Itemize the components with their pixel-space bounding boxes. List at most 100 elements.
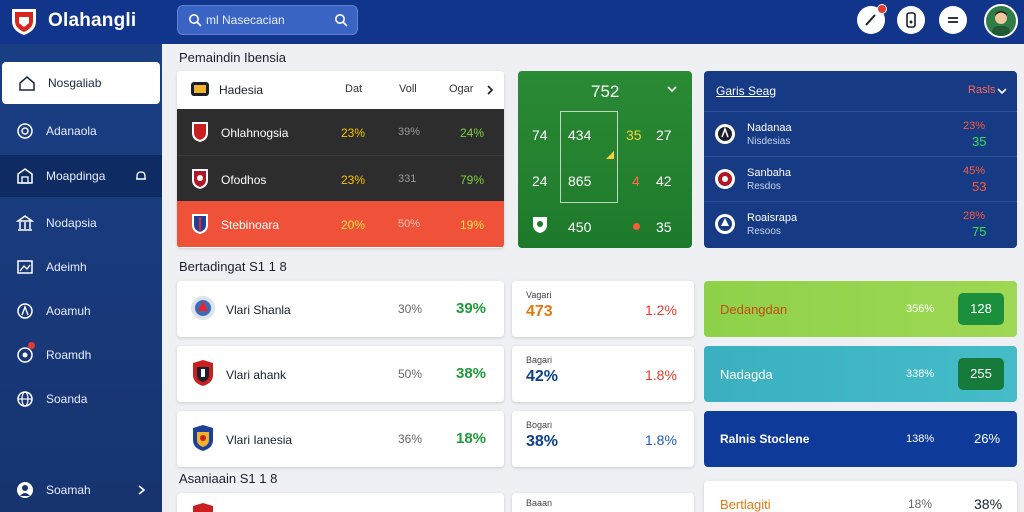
mini-value: 473 bbox=[526, 303, 553, 320]
match-p2: 18% bbox=[456, 430, 487, 447]
sidebar-item-4[interactable]: Nodapsia bbox=[0, 202, 162, 244]
stat-a: 23% bbox=[341, 126, 366, 140]
result-row[interactable]: Roaisrapa Resoos 28% 75 bbox=[704, 201, 1017, 246]
sidebar-item-2[interactable]: Adanaola bbox=[0, 110, 162, 152]
table-row[interactable]: Ohlahnogsia 23% 39% 24% bbox=[177, 109, 504, 155]
target-icon bbox=[17, 123, 33, 139]
band-value: 26% bbox=[974, 431, 1001, 446]
sidebar-item-label: Roamdh bbox=[46, 348, 92, 362]
match-band[interactable]: Nadagda 338% 255 bbox=[704, 346, 1017, 402]
phone-icon bbox=[906, 12, 916, 28]
edit-button[interactable] bbox=[857, 4, 887, 34]
sidebar-item-3[interactable]: Moapdinga bbox=[0, 155, 162, 197]
match-card[interactable]: Vlari Ianesia 36% 18% bbox=[177, 411, 504, 467]
matches-section2-title: Asaniaain S1 1 8 bbox=[179, 471, 278, 486]
result-row[interactable]: Sanbaha Resdos 45% 53 bbox=[704, 156, 1017, 201]
band-pct: 338% bbox=[906, 368, 935, 380]
match-card[interactable]: Vlari ahank 50% 38% bbox=[177, 346, 504, 402]
sidebar-item-9[interactable]: Soamah bbox=[0, 469, 162, 511]
bell-icon bbox=[136, 171, 146, 180]
chevron-right-icon[interactable] bbox=[485, 84, 495, 96]
team-crest-icon bbox=[192, 214, 208, 234]
pitch-stats-card: 752 74 434 35 27 24 865 4 42 450 35 bbox=[518, 71, 692, 248]
result-s2: 35 bbox=[972, 134, 987, 149]
header-col3[interactable]: Ogar bbox=[449, 83, 474, 95]
band-pct: 356% bbox=[906, 303, 935, 315]
result-sub: Resdos bbox=[747, 181, 781, 192]
match-card[interactable] bbox=[177, 493, 504, 512]
header-col1[interactable]: Dat bbox=[345, 83, 363, 95]
home-icon bbox=[19, 76, 35, 91]
result-row[interactable]: Nadanaa Nisdesias 23% 35 bbox=[704, 111, 1017, 156]
sidebar-item-7[interactable]: Roamdh bbox=[0, 334, 162, 376]
pitch-cell: 24 bbox=[532, 173, 548, 189]
team-name: Ohlahnogsia bbox=[221, 126, 289, 140]
results-title[interactable]: Garis Seag bbox=[716, 84, 777, 98]
device-button[interactable] bbox=[897, 6, 925, 34]
sidebar-item-8[interactable]: Soanda bbox=[0, 378, 162, 420]
chevron-down-icon[interactable] bbox=[996, 86, 1008, 96]
team-crest-icon bbox=[715, 169, 735, 189]
chevron-down-icon[interactable] bbox=[666, 84, 678, 94]
sidebar-item-label: Aoamuh bbox=[46, 304, 91, 318]
match-card[interactable]: Vlari Shanla 30% 39% bbox=[177, 281, 504, 337]
pitch-cell: 4 bbox=[632, 173, 640, 189]
search-icon bbox=[189, 14, 202, 27]
sidebar-item-label: Soamah bbox=[46, 483, 91, 497]
pitch-cell: 450 bbox=[568, 219, 592, 235]
marker-icon bbox=[606, 151, 614, 159]
pitch-cell: 42 bbox=[656, 173, 672, 189]
results-panel: Garis Seag Rasls Nadanaa Nisdesias 23% 3… bbox=[704, 71, 1017, 248]
match-band[interactable]: Dedangdan 356% 128 bbox=[704, 281, 1017, 337]
match-mini-card[interactable]: Baaan bbox=[512, 493, 694, 512]
match-mini-card[interactable]: Vagari 473 1.2% bbox=[512, 281, 694, 337]
app-title: Olahangli bbox=[48, 10, 137, 31]
menu-button[interactable] bbox=[939, 6, 967, 34]
stat-c: 19% bbox=[460, 218, 485, 232]
pitch-cell: 434 bbox=[568, 127, 592, 143]
search-submit-icon[interactable] bbox=[334, 13, 348, 27]
result-sub: Nisdesias bbox=[747, 136, 791, 147]
sidebar-item-label: Soanda bbox=[46, 392, 88, 406]
match-band[interactable]: Bertlagiti 18% 38% bbox=[704, 481, 1017, 512]
team-name: Ofodhos bbox=[221, 173, 267, 187]
match-team: Vlari Ianesia bbox=[226, 433, 293, 447]
sidebar-item-5[interactable]: Adeimh bbox=[0, 246, 162, 288]
standings-section-title: Pemaindin Ibensia bbox=[179, 50, 286, 65]
result-team: Sanbaha bbox=[747, 167, 792, 179]
stat-a: 20% bbox=[341, 218, 366, 232]
standings-table: Hadesia Dat Voll Ogar Ohlahnogsia 23% 39… bbox=[177, 71, 504, 248]
profile-icon bbox=[17, 482, 33, 498]
match-mini-card[interactable]: Bogari 38% 1.8% bbox=[512, 411, 694, 467]
team-crest-icon bbox=[193, 503, 213, 512]
menu-icon bbox=[948, 17, 958, 23]
mini-label: Bogari bbox=[526, 420, 553, 430]
stat-c: 79% bbox=[460, 173, 485, 187]
notification-dot bbox=[28, 342, 35, 349]
stat-b: 39% bbox=[398, 126, 421, 138]
match-mini-card[interactable]: Bagari 42% 1.8% bbox=[512, 346, 694, 402]
top-bar: Olahangli ml Nasecacian bbox=[0, 0, 1024, 44]
mini-pct: 1.8% bbox=[645, 432, 677, 448]
table-row[interactable]: Stebinoara 20% 50% 19% bbox=[177, 201, 504, 247]
match-band[interactable]: Ralnis Stoclene 138% 26% bbox=[704, 411, 1017, 467]
pitch-cell: 35 bbox=[626, 127, 642, 143]
result-team: Nadanaa bbox=[747, 122, 792, 134]
sidebar-item-6[interactable]: Aoamuh bbox=[0, 290, 162, 332]
mini-label: Baaan bbox=[526, 498, 553, 508]
team-crest-icon bbox=[193, 360, 213, 386]
red-dot-icon bbox=[633, 223, 640, 230]
pitch-cell: 865 bbox=[568, 173, 592, 189]
table-row[interactable]: Ofodhos 23% 331 79% bbox=[177, 155, 504, 201]
search-box[interactable]: ml Nasecacian bbox=[177, 5, 358, 35]
mini-value: 42% bbox=[526, 368, 559, 385]
search-input[interactable]: ml Nasecacian bbox=[206, 13, 285, 27]
bank-icon bbox=[16, 215, 34, 231]
header-team: Hadesia bbox=[219, 83, 264, 97]
header-col2[interactable]: Voll bbox=[399, 83, 417, 95]
band-pct: 18% bbox=[908, 497, 933, 511]
shield-icon bbox=[533, 217, 547, 233]
stat-b: 331 bbox=[398, 173, 417, 185]
sidebar-item-1[interactable]: Nosgaliab bbox=[2, 62, 160, 104]
user-avatar[interactable] bbox=[984, 4, 1018, 38]
